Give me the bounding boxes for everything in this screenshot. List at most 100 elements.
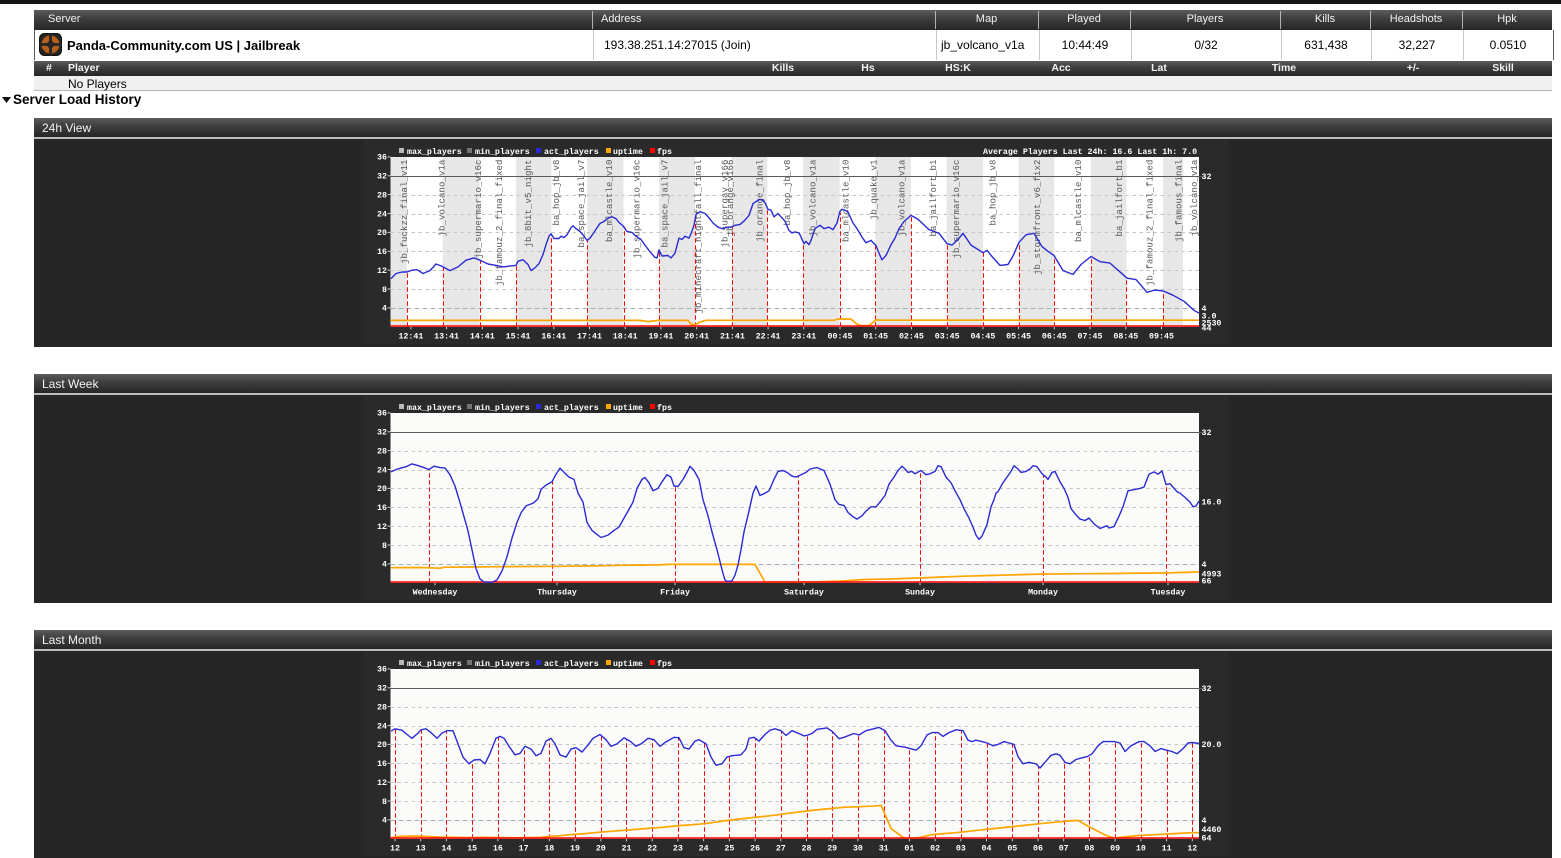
svg-text:30: 30 xyxy=(853,845,863,854)
svg-text:36: 36 xyxy=(377,666,387,675)
svg-text:Wednesday: Wednesday xyxy=(413,588,458,598)
svg-text:28: 28 xyxy=(377,703,387,712)
svg-text:03: 03 xyxy=(956,845,966,854)
svg-text:4: 4 xyxy=(1202,305,1207,314)
svg-text:25: 25 xyxy=(724,845,734,854)
svg-text:28: 28 xyxy=(802,845,812,854)
svg-text:fps: fps xyxy=(657,659,672,669)
svg-text:jb_orange_final: jb_orange_final xyxy=(755,160,765,243)
svg-text:jb_volcano_v1a: jb_volcano_v1a xyxy=(438,159,448,237)
svg-text:15: 15 xyxy=(467,845,477,854)
svg-text:jb_supergay_v166: jb_supergay_v166 xyxy=(721,160,731,248)
svg-text:uptime: uptime xyxy=(613,147,643,157)
svg-text:16: 16 xyxy=(377,504,387,513)
svg-text:27: 27 xyxy=(776,845,786,854)
svg-text:18: 18 xyxy=(544,845,554,854)
svg-text:4: 4 xyxy=(1202,561,1207,570)
svg-text:jb_fuckzz_final_v11: jb_fuckzz_final_v11 xyxy=(400,160,410,265)
svg-text:32: 32 xyxy=(377,173,387,182)
svg-text:ba_jailfort_b1: ba_jailfort_b1 xyxy=(1115,160,1125,237)
svg-text:24: 24 xyxy=(377,722,387,731)
svg-text:ba_space_jail_v7: ba_space_jail_v7 xyxy=(577,160,587,248)
svg-text:07:45: 07:45 xyxy=(1078,333,1103,342)
svg-text:min_players: min_players xyxy=(475,147,530,157)
svg-text:20: 20 xyxy=(377,229,387,238)
svg-text:ba_hop_jb_v8: ba_hop_jb_v8 xyxy=(988,160,998,226)
svg-text:04: 04 xyxy=(982,845,992,854)
svg-text:8: 8 xyxy=(382,286,387,295)
svg-text:min_players: min_players xyxy=(475,659,530,669)
svg-text:32: 32 xyxy=(1202,685,1212,694)
svg-text:20:41: 20:41 xyxy=(684,333,709,342)
svg-text:8: 8 xyxy=(382,542,387,551)
svg-text:ba_mlcastle_v10: ba_mlcastle_v10 xyxy=(1074,160,1084,243)
svg-text:28: 28 xyxy=(377,447,387,456)
svg-text:13: 13 xyxy=(416,845,426,854)
svg-text:64: 64 xyxy=(1202,834,1212,843)
svg-text:12: 12 xyxy=(390,845,400,854)
svg-text:max_players: max_players xyxy=(407,659,462,669)
svg-text:jb_famouz_2_final_fixed: jb_famouz_2_final_fixed xyxy=(1146,160,1156,287)
svg-text:4460: 4460 xyxy=(1202,826,1222,835)
svg-text:07: 07 xyxy=(1059,845,1069,854)
svg-text:00:45: 00:45 xyxy=(828,333,853,342)
svg-text:jb_minecraft_nightfall_final: jb_minecraft_nightfall_final xyxy=(694,160,704,314)
svg-text:max_players: max_players xyxy=(407,147,462,157)
svg-text:03:45: 03:45 xyxy=(935,333,960,342)
svg-text:jb_supermario_v16c: jb_supermario_v16c xyxy=(952,160,962,259)
svg-text:32: 32 xyxy=(1202,173,1212,182)
svg-text:min_players: min_players xyxy=(475,403,530,413)
svg-text:04:45: 04:45 xyxy=(970,333,995,342)
svg-text:32: 32 xyxy=(377,685,387,694)
svg-text:4: 4 xyxy=(1202,817,1207,826)
svg-text:18:41: 18:41 xyxy=(613,333,638,342)
svg-text:28: 28 xyxy=(377,191,387,200)
svg-text:ba_space_jail_v7: ba_space_jail_v7 xyxy=(661,160,671,248)
svg-text:20: 20 xyxy=(377,741,387,750)
svg-text:12: 12 xyxy=(377,779,387,788)
svg-text:Friday: Friday xyxy=(660,588,690,598)
svg-text:44: 44 xyxy=(1202,325,1212,334)
svg-text:12:41: 12:41 xyxy=(398,333,423,342)
svg-text:20: 20 xyxy=(596,845,606,854)
svg-text:ba_mlcastle_v10: ba_mlcastle_v10 xyxy=(842,160,852,243)
svg-text:Tuesday: Tuesday xyxy=(1151,588,1186,598)
svg-text:24: 24 xyxy=(377,466,387,475)
svg-text:3.0: 3.0 xyxy=(1202,313,1217,322)
svg-text:jb_famouz_2_final_fixed: jb_famouz_2_final_fixed xyxy=(495,160,505,287)
svg-text:02:45: 02:45 xyxy=(899,333,924,342)
svg-text:10: 10 xyxy=(1136,845,1146,854)
svg-text:09: 09 xyxy=(1110,845,1120,854)
svg-text:2530: 2530 xyxy=(1202,320,1222,329)
svg-text:05:45: 05:45 xyxy=(1006,333,1031,342)
svg-text:16: 16 xyxy=(493,845,503,854)
svg-text:15:41: 15:41 xyxy=(506,333,531,342)
svg-text:14:41: 14:41 xyxy=(470,333,495,342)
svg-text:uptime: uptime xyxy=(613,659,643,669)
svg-text:fps: fps xyxy=(657,147,672,157)
svg-text:01: 01 xyxy=(904,845,914,854)
svg-text:32: 32 xyxy=(377,429,387,438)
svg-text:ba_hop_jb_v8: ba_hop_jb_v8 xyxy=(552,160,562,226)
svg-text:17: 17 xyxy=(519,845,529,854)
svg-text:act_players: act_players xyxy=(544,403,599,413)
svg-text:22: 22 xyxy=(647,845,657,854)
svg-text:jb_volcano_v1a: jb_volcano_v1a xyxy=(1190,159,1200,237)
svg-text:20: 20 xyxy=(377,485,387,494)
svg-text:24: 24 xyxy=(377,210,387,219)
svg-text:Monday: Monday xyxy=(1028,588,1058,598)
svg-text:act_players: act_players xyxy=(544,659,599,669)
svg-text:16.0: 16.0 xyxy=(1202,499,1222,508)
svg-text:12: 12 xyxy=(377,523,387,532)
svg-text:29: 29 xyxy=(827,845,837,854)
svg-text:06:45: 06:45 xyxy=(1042,333,1067,342)
svg-text:ba_hop_jb_v8: ba_hop_jb_v8 xyxy=(783,160,793,226)
svg-text:08: 08 xyxy=(1084,845,1094,854)
svg-text:66: 66 xyxy=(1202,577,1212,586)
svg-text:jb_supermario_v16c: jb_supermario_v16c xyxy=(474,160,484,259)
svg-text:19:41: 19:41 xyxy=(648,333,673,342)
svg-text:21: 21 xyxy=(622,845,632,854)
svg-text:jb_supermario_v16c: jb_supermario_v16c xyxy=(633,160,643,259)
svg-text:21:41: 21:41 xyxy=(720,333,745,342)
svg-text:Average Players Last 24h: 16.6: Average Players Last 24h: 16.6 Last 1h: … xyxy=(983,147,1197,157)
